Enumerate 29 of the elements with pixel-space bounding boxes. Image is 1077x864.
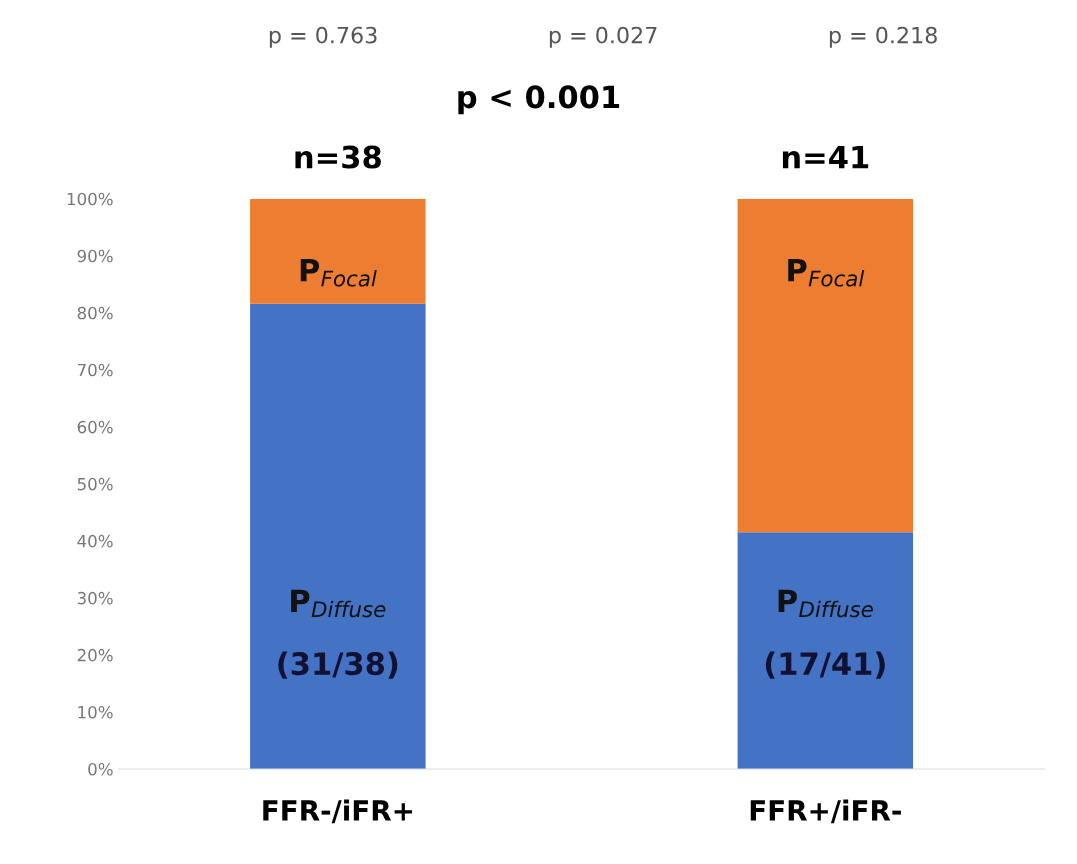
text: p = 0.763	[269, 26, 377, 48]
y-tick-label: 0%	[88, 762, 113, 776]
y-tick-label: 90%	[77, 249, 113, 263]
bar	[737, 532, 914, 769]
text: P$_{Focal}$	[788, 258, 865, 287]
text: p = 0.218	[829, 26, 937, 48]
y-tick-label: 70%	[77, 363, 113, 377]
x-tick-label: FFR+/iFR-	[750, 799, 901, 824]
data-label: (31/38)	[278, 651, 398, 679]
annotation: n=41	[782, 145, 869, 169]
annotation: n=38	[295, 145, 381, 169]
y-tick-label: 40%	[77, 534, 113, 548]
x-tick-label: FFR-/iFR+	[263, 799, 412, 824]
bar	[250, 198, 426, 304]
y-tick-label: 100%	[67, 192, 113, 206]
y-tick-label: 10%	[78, 705, 113, 719]
text: P$_{Diffuse}$	[778, 589, 873, 618]
chart-title: p < 0.001	[458, 85, 620, 115]
y-tick-label: 60%	[77, 420, 113, 434]
data-label: (17/41)	[765, 651, 885, 679]
y-tick-label: 20%	[77, 648, 113, 662]
y-tick-label: 80%	[77, 306, 113, 320]
series-label: P$_{Diffuse}$	[291, 589, 386, 618]
bar	[737, 198, 914, 533]
text: p = 0.027	[549, 26, 657, 48]
bar	[250, 303, 426, 769]
y-tick-label: 30%	[77, 591, 113, 605]
y-tick-label: 50%	[77, 477, 113, 491]
series-label: P$_{Focal}$	[300, 258, 377, 287]
